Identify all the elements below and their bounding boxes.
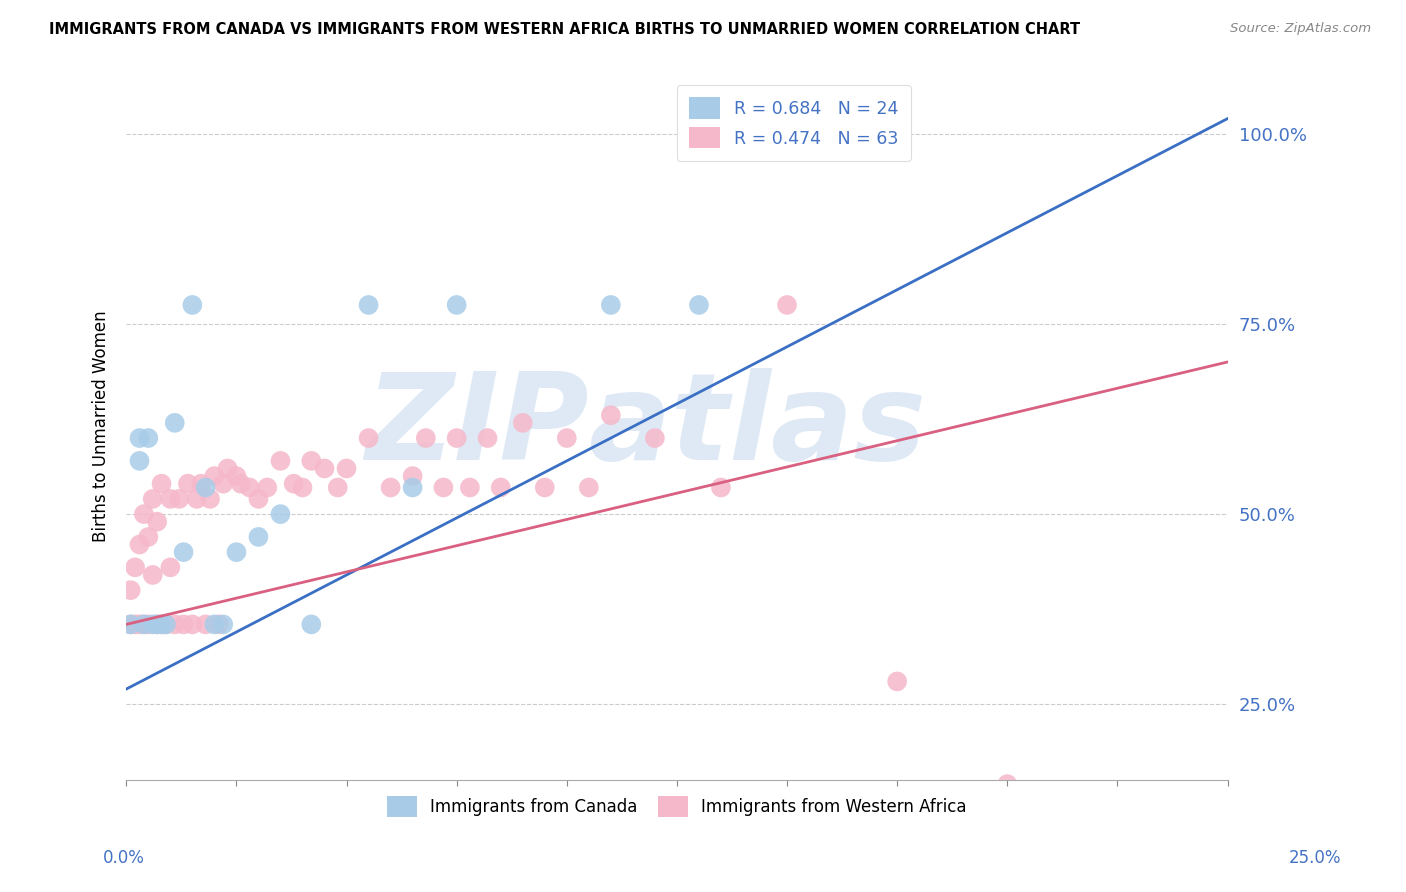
Point [776, 298, 799, 312]
Point [247, 491, 270, 506]
Point [555, 431, 578, 445]
Point [194, 481, 217, 495]
Point [225, 469, 247, 483]
Point [314, 461, 336, 475]
Point [299, 617, 322, 632]
Legend: Immigrants from Canada, Immigrants from Western Africa: Immigrants from Canada, Immigrants from … [378, 788, 974, 825]
Point [181, 617, 204, 632]
Point [217, 461, 239, 475]
Point [212, 617, 235, 632]
Point [146, 617, 169, 632]
Point [489, 481, 512, 495]
Point [269, 507, 291, 521]
Point [283, 476, 305, 491]
Point [150, 476, 173, 491]
Point [167, 491, 190, 506]
Point [458, 481, 481, 495]
Point [401, 481, 423, 495]
Point [599, 298, 621, 312]
Point [194, 617, 217, 632]
Text: 25.0%: 25.0% [1288, 849, 1341, 867]
Point [202, 469, 225, 483]
Point [710, 481, 733, 495]
Point [136, 431, 159, 445]
Y-axis label: Births to Unmarried Women: Births to Unmarried Women [93, 310, 110, 542]
Point [155, 617, 177, 632]
Text: atlas: atlas [589, 368, 927, 485]
Text: IMMIGRANTS FROM CANADA VS IMMIGRANTS FROM WESTERN AFRICA BIRTHS TO UNMARRIED WOM: IMMIGRANTS FROM CANADA VS IMMIGRANTS FRO… [49, 22, 1080, 37]
Point [142, 617, 165, 632]
Point [142, 568, 165, 582]
Text: Source: ZipAtlas.com: Source: ZipAtlas.com [1230, 22, 1371, 36]
Point [190, 476, 212, 491]
Point [599, 409, 621, 423]
Point [132, 617, 155, 632]
Point [181, 298, 204, 312]
Point [512, 416, 534, 430]
Point [477, 431, 499, 445]
Point [212, 476, 235, 491]
Point [335, 461, 357, 475]
Point [132, 507, 155, 521]
Point [198, 491, 221, 506]
Text: 0.0%: 0.0% [103, 849, 145, 867]
Point [146, 515, 169, 529]
Point [128, 617, 150, 632]
Point [177, 476, 200, 491]
Point [136, 530, 159, 544]
Point [120, 617, 142, 632]
Point [124, 617, 146, 632]
Point [186, 491, 208, 506]
Point [229, 476, 252, 491]
Point [173, 545, 195, 559]
Point [155, 617, 177, 632]
Point [173, 617, 195, 632]
Text: ZIP: ZIP [366, 368, 589, 485]
Point [239, 481, 262, 495]
Point [299, 454, 322, 468]
Point [578, 481, 600, 495]
Point [128, 431, 150, 445]
Point [163, 416, 186, 430]
Point [150, 617, 173, 632]
Point [163, 617, 186, 632]
Point [886, 674, 908, 689]
Point [208, 617, 231, 632]
Point [269, 454, 291, 468]
Point [225, 545, 247, 559]
Point [357, 298, 380, 312]
Point [415, 431, 437, 445]
Point [357, 431, 380, 445]
Point [326, 481, 349, 495]
Point [688, 298, 710, 312]
Point [146, 617, 169, 632]
Point [120, 617, 142, 632]
Point [159, 491, 181, 506]
Point [995, 777, 1018, 791]
Point [136, 617, 159, 632]
Point [128, 454, 150, 468]
Point [291, 481, 314, 495]
Point [120, 583, 142, 598]
Point [132, 617, 155, 632]
Point [124, 560, 146, 574]
Point [446, 298, 468, 312]
Point [142, 491, 165, 506]
Point [432, 481, 454, 495]
Point [150, 617, 173, 632]
Point [247, 530, 270, 544]
Point [159, 560, 181, 574]
Point [401, 469, 423, 483]
Point [446, 431, 468, 445]
Point [202, 617, 225, 632]
Point [380, 481, 402, 495]
Point [256, 481, 278, 495]
Point [533, 481, 555, 495]
Point [644, 431, 666, 445]
Point [128, 537, 150, 551]
